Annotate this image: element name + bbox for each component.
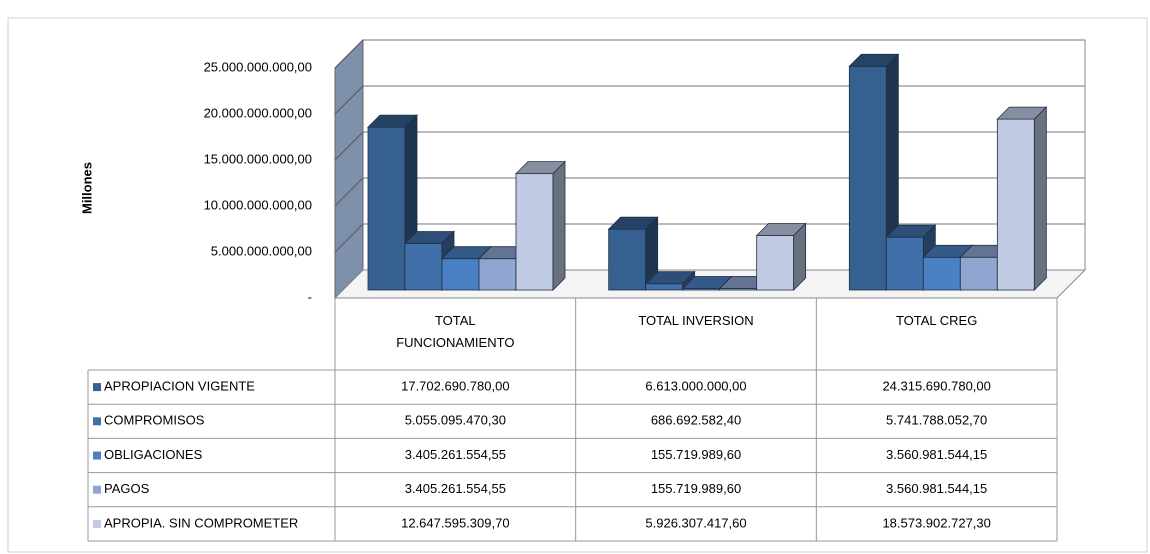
legend-label: OBLIGACIONES [104,447,203,462]
bar-front [922,256,961,291]
bar [996,106,1048,291]
bar-front [608,228,647,291]
data-cell: 3.405.261.554,55 [405,481,506,496]
category-label: TOTAL FUNCIONAMIENTO [396,313,515,350]
data-cell: 12.647.595.309,70 [401,515,509,530]
legend-label: COMPROMISOS [104,413,205,428]
legend-label: PAGOS [104,481,150,496]
data-cell: 5.741.788.052,70 [886,413,987,428]
y-tick-label: 5.000.000.000,00 [211,243,312,258]
bar [367,114,418,291]
data-cell: 6.613.000.000,00 [645,379,746,394]
data-cell: 18.573.902.727,30 [882,515,990,530]
data-cell: 3.560.981.544,15 [886,481,987,496]
data-cell: 5.926.307.417,60 [645,515,746,530]
y-axis-label: Millones [79,162,94,214]
bar-front [959,256,998,291]
y-tick-label: 20.000.000.000,00 [204,105,312,120]
grid-line-side [334,39,364,69]
y-tick-label: 15.000.000.000,00 [204,151,312,166]
data-cell: 24.315.690.780,00 [882,379,990,394]
bar-front [645,283,684,291]
y-tick-label: 10.000.000.000,00 [204,197,312,212]
bar-front [848,65,887,291]
category-label: TOTAL CREG [895,313,978,328]
bar-front [404,243,443,291]
legend-label: APROPIACION VIGENTE [104,379,255,394]
bar-front [885,236,924,291]
legend-swatch [93,417,101,426]
data-cell: 3.405.261.554,55 [405,447,506,462]
data-cell: 5.055.095.470,30 [405,413,506,428]
data-cell: 155.719.989,60 [651,481,741,496]
data-cell: 3.560.981.544,15 [886,447,987,462]
legend-label: APROPIA. SIN COMPROMETER [104,515,298,530]
bar-front [515,173,554,291]
side-wall [334,38,364,300]
back-wall [362,39,1086,271]
bar-front [756,235,795,291]
legend-swatch [93,383,101,392]
category-label: TOTAL INVERSION [638,313,754,328]
grid-line-side [334,177,364,207]
data-cell: 17.702.690.780,00 [401,379,509,394]
data-cell: 686.692.582,40 [651,413,741,428]
bar-front [996,118,1035,291]
grid-line-side [334,85,364,115]
y-tick-label: - [308,289,312,304]
legend-swatch [93,485,101,494]
legend-swatch [93,451,101,460]
grid-line-side [334,223,364,253]
bar [515,160,566,291]
bar-front [441,258,480,291]
legend-swatch [93,519,101,528]
bar-side [1033,106,1047,291]
bar [607,216,659,291]
bar-side [793,222,807,291]
bar-side [552,160,566,291]
data-cell: 155.719.989,60 [651,447,741,462]
bar-front [367,126,406,291]
bar [755,222,807,291]
bar-front [478,258,517,291]
grid-line-side [334,131,364,161]
y-tick-label: 25.000.000.000,00 [204,59,312,74]
